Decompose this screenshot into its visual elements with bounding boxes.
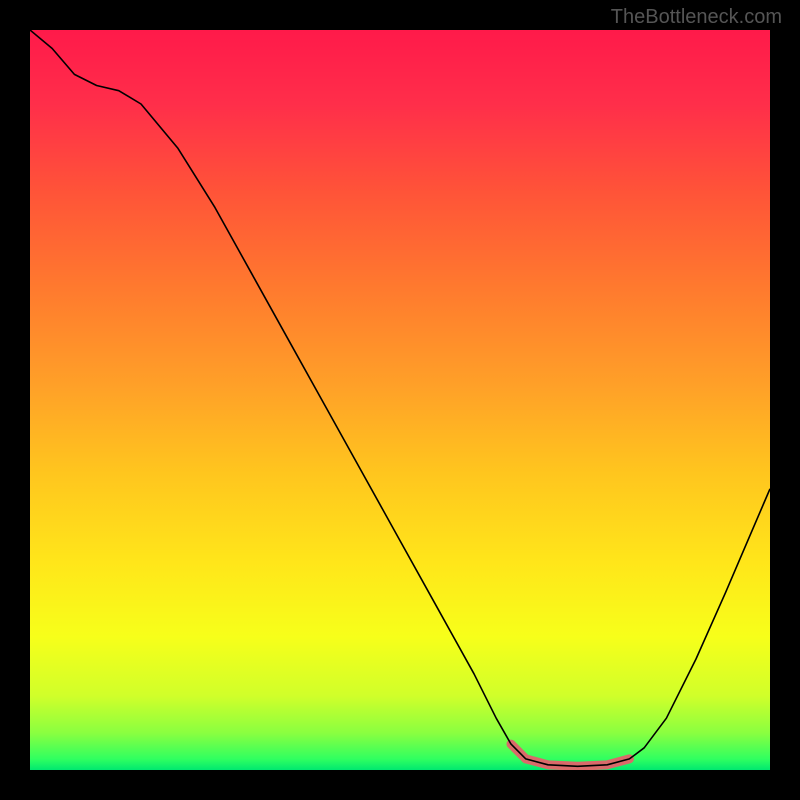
plot-area <box>30 30 770 770</box>
main-curve-path <box>30 30 770 766</box>
curve-layer <box>30 30 770 770</box>
watermark-text: TheBottleneck.com <box>611 6 782 29</box>
